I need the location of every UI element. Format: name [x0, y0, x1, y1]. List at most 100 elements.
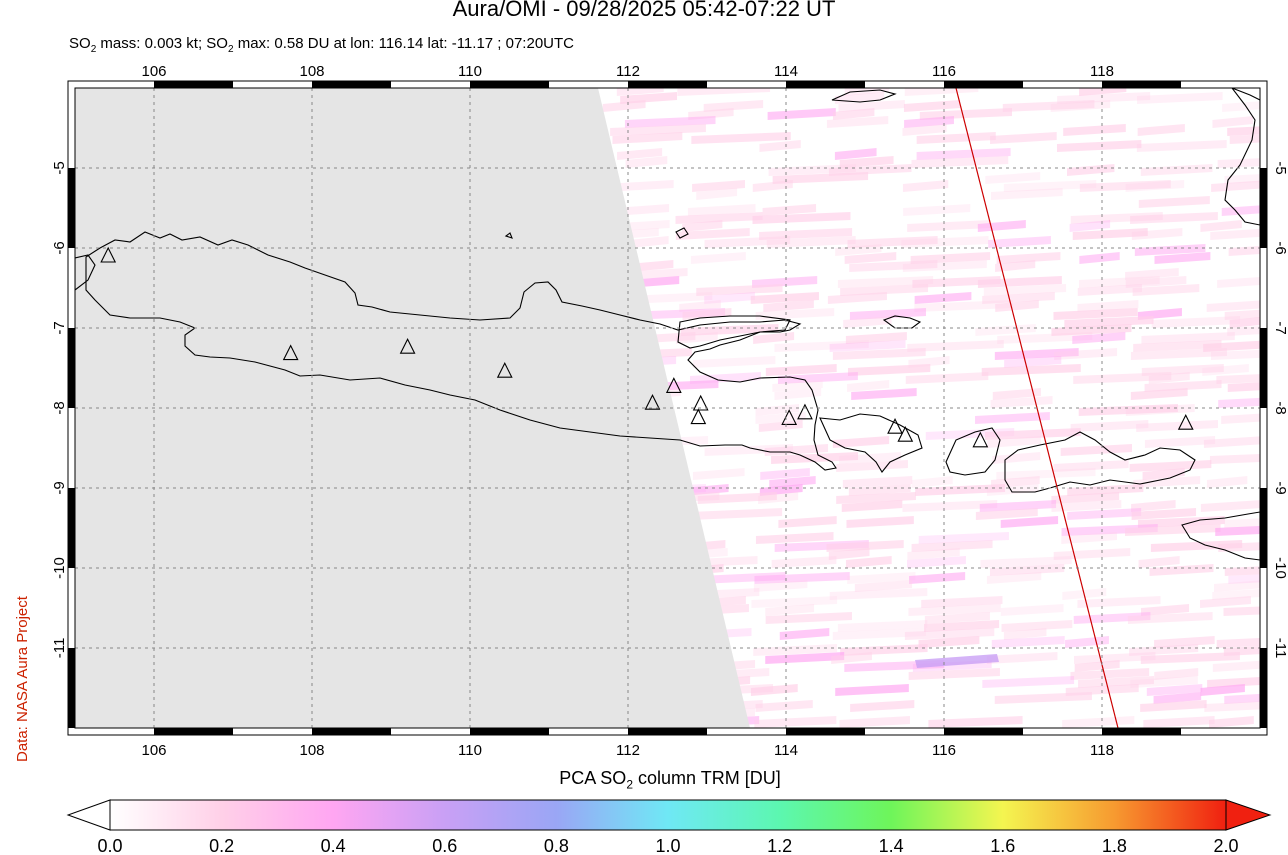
so2-pixel — [1125, 276, 1187, 288]
lat-tick-label-left: -7 — [51, 321, 68, 334]
so2-pixel — [1079, 88, 1127, 96]
so2-pixel — [765, 364, 837, 376]
colorbar-tick-label: 0.8 — [544, 836, 569, 855]
lat-tick-label-right: -11 — [1272, 638, 1288, 659]
so2-pixel — [835, 244, 882, 256]
volcano-marker — [100, 246, 117, 263]
lat-tick-label-right: -6 — [1272, 241, 1288, 254]
volcano-marker — [692, 394, 709, 411]
so2-pixel — [1074, 652, 1156, 664]
so2-pixel — [828, 548, 870, 560]
frame-bar-top — [470, 81, 549, 88]
so2-pixel — [911, 476, 953, 488]
so2-pixel — [690, 252, 746, 264]
so2-pixel — [1073, 612, 1151, 624]
colorbar-tick-label: 0.2 — [209, 836, 234, 855]
so2-pixel — [753, 332, 795, 344]
so2-pixel — [751, 596, 838, 608]
so2-pixel — [1224, 309, 1260, 320]
map-gridlines — [75, 88, 1260, 728]
so2-pixel — [1218, 397, 1260, 408]
frame-bar-top — [944, 81, 1023, 88]
so2-pixel — [1140, 652, 1240, 664]
so2-pixel — [772, 172, 869, 184]
so2-pixel — [984, 428, 1081, 440]
so2-pixel — [849, 308, 926, 320]
so2-pixel — [839, 716, 910, 728]
colorbar-min-arrow — [66, 799, 111, 831]
so2-pixel — [691, 132, 791, 144]
so2-pixel — [904, 116, 954, 128]
so2-pixel — [1131, 228, 1183, 240]
so2-pixel — [1003, 628, 1047, 640]
so2-pixel — [1227, 326, 1260, 336]
so2-pixel — [1218, 542, 1260, 552]
so2-pixel — [902, 500, 998, 512]
frame-bar-top — [628, 81, 707, 88]
coastline-karimunjawa — [504, 232, 513, 239]
so2-pixel — [834, 148, 877, 160]
lon-tick-label-top: 110 — [458, 63, 482, 80]
so2-pixel — [753, 580, 808, 592]
so2-pixel — [901, 236, 989, 248]
so2-pixel — [908, 604, 1001, 616]
so2-pixel — [752, 180, 793, 192]
so2-pixel — [914, 300, 1014, 312]
so2-pixel — [682, 308, 732, 320]
frame-bar-right — [1260, 328, 1267, 408]
so2-pixel — [991, 636, 1065, 648]
so2-pixel — [924, 620, 1000, 632]
so2-pixel — [1072, 228, 1148, 240]
so2-pixel — [755, 700, 813, 712]
so2-pixel — [1212, 588, 1260, 600]
so2-pixel — [844, 252, 897, 264]
so2-pixel-layer — [600, 88, 1260, 728]
so2-pixel — [992, 388, 1041, 400]
so2-pixel — [764, 444, 829, 456]
lon-tick-label-bottom: 108 — [299, 742, 324, 759]
so2-pixel — [616, 88, 664, 96]
so2-pixel — [1149, 564, 1214, 576]
so2-pixel — [832, 628, 927, 640]
so2-pixel — [1131, 500, 1176, 512]
so2-pixel — [1129, 460, 1212, 472]
so2-pixel — [1002, 100, 1095, 112]
so2-pixel — [1061, 524, 1158, 536]
so2-pixel — [765, 652, 845, 664]
so2-pixel — [907, 556, 966, 568]
so2-pixel — [1061, 532, 1117, 544]
so2-pixel — [1125, 180, 1185, 192]
so2-pixel — [778, 516, 837, 528]
frame-bar-bottom — [786, 728, 865, 735]
so2-pixel — [1127, 612, 1213, 624]
lon-tick-label-top: 118 — [1090, 63, 1114, 80]
so2-pixel — [845, 556, 892, 568]
so2-pixel — [1141, 364, 1224, 376]
so2-pixel — [752, 212, 851, 224]
so2-pixel — [1144, 380, 1222, 392]
so2-pixel — [907, 220, 991, 232]
so2-pixel — [1073, 372, 1172, 384]
so2-pixel — [1053, 308, 1138, 320]
so2-pixel — [1227, 382, 1260, 392]
colorbar-tick-label: 0.6 — [432, 836, 457, 855]
so2-pixel — [696, 188, 738, 200]
so2-pixel — [836, 460, 908, 472]
so2-pixel — [977, 276, 1062, 288]
so2-pixel — [997, 332, 1093, 344]
so2-pixel — [774, 340, 869, 352]
so2-pixel — [1060, 444, 1132, 456]
so2-pixel — [772, 380, 823, 392]
so2-pixel — [995, 260, 1036, 272]
so2-pixel — [1203, 340, 1260, 352]
so2-pixel — [755, 532, 834, 544]
so2-pixel — [1074, 660, 1120, 672]
so2-pixel — [758, 492, 799, 504]
so2-pixel — [981, 364, 1081, 376]
so2-pixel — [847, 236, 938, 248]
so2-pixel — [699, 572, 786, 584]
so2-pixel — [675, 332, 718, 344]
so2-pixel — [1138, 556, 1180, 568]
so2-pixel — [1078, 676, 1154, 688]
